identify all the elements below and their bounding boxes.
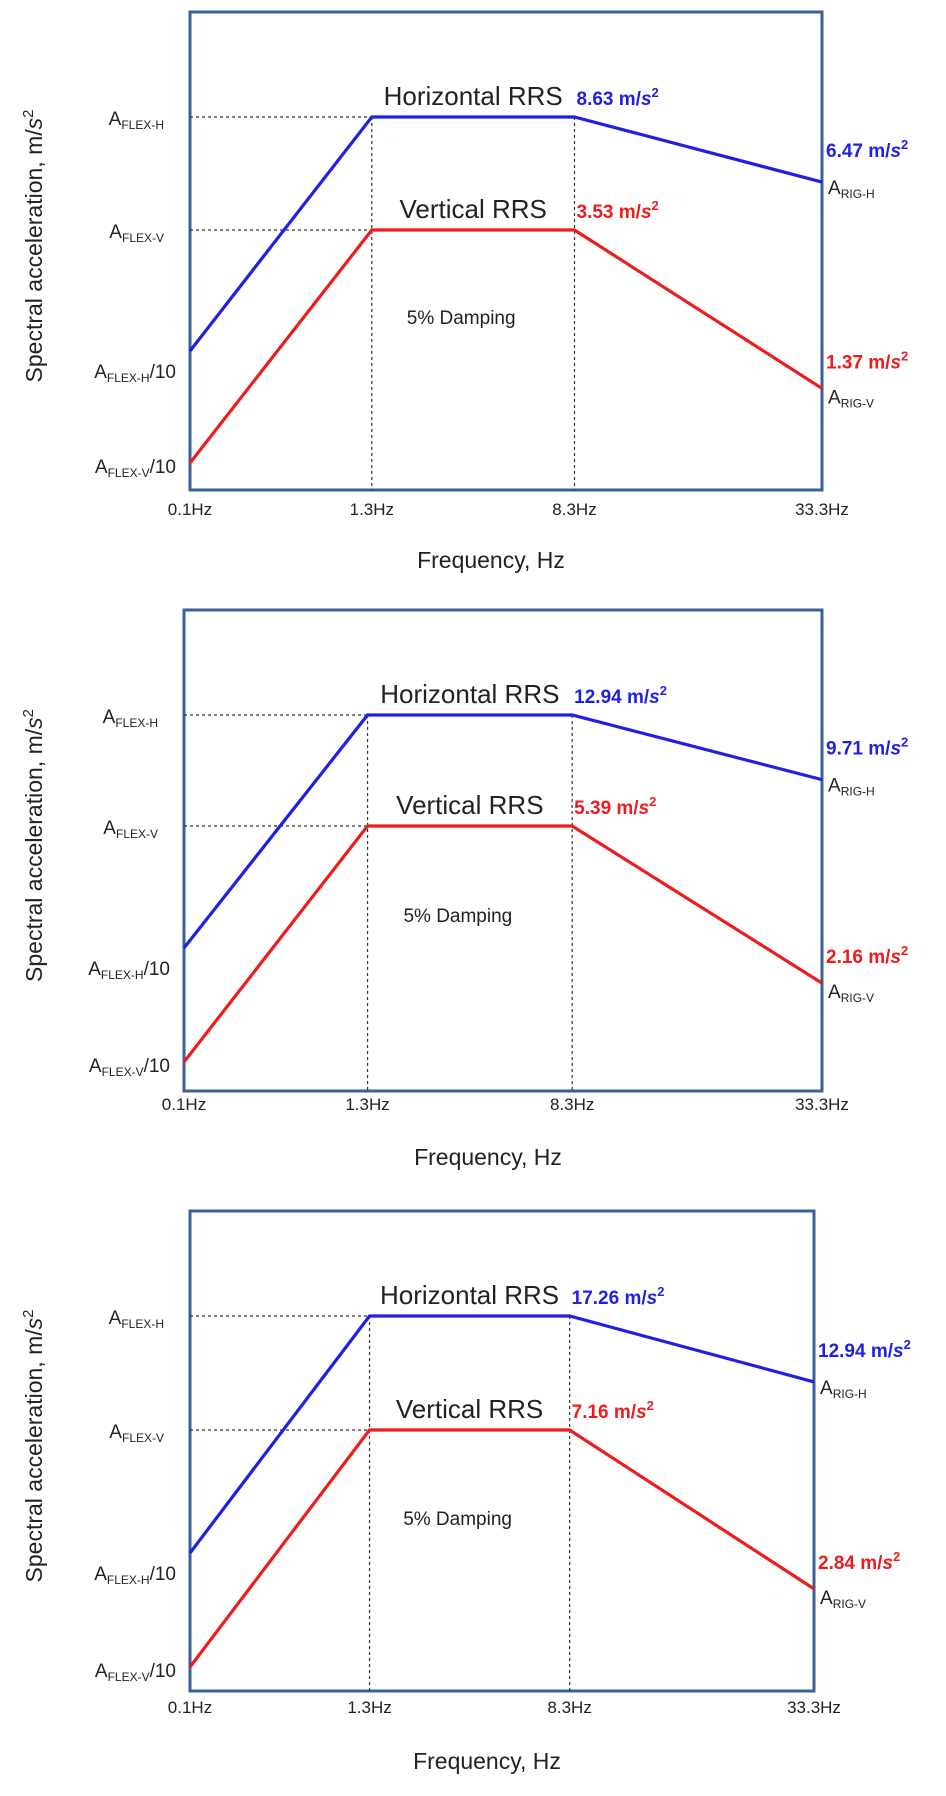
series-name-vertical: Vertical RRS (396, 790, 543, 820)
end-tag-horizontal: ARIG-H (828, 178, 875, 201)
end-label-vertical: 1.37 m/s2 (826, 348, 908, 373)
xtick-label: 33.3Hz (795, 500, 849, 519)
ytick-aflex-h-10: AFLEX-H/10 (94, 362, 176, 385)
end-label-horizontal: 9.71 m/s2 (826, 735, 908, 760)
y-axis-label: Spectral acceleration, m/s2 (20, 1310, 47, 1583)
y-axis-label: Spectral acceleration, m/s2 (20, 709, 47, 982)
ytick-aflex-v-10: AFLEX-V/10 (95, 457, 176, 480)
series-line-horizontal (188, 1314, 815, 1554)
xtick-label: 1.3Hz (347, 1698, 391, 1717)
series-line-horizontal (188, 115, 823, 352)
chart-panel-1: Horizontal RRS Vertical RRS 5% Damping 8.63… (20, 10, 908, 573)
peak-label-vertical: 3.53 m/s2 (577, 198, 659, 223)
xtick-label: 8.3Hz (547, 1698, 591, 1717)
ytick-aflex-h-10: AFLEX-H/10 (94, 1564, 176, 1587)
peak-label-horizontal: 8.63 m/s2 (577, 85, 659, 110)
end-tag-vertical: ARIG-V (820, 1588, 866, 1611)
chart-panel-2: Horizontal RRS Vertical RRS 5% Damping 12.9… (20, 608, 908, 1170)
end-tag-vertical: ARIG-V (828, 387, 874, 410)
plot-frame (188, 1209, 816, 1693)
x-axis-label: Frequency, Hz (413, 1748, 561, 1774)
ytick-aflex-v: AFLEX-V (109, 1422, 164, 1445)
end-label-horizontal: 6.47 m/s2 (826, 137, 908, 162)
chart-panel-3: Horizontal RRS Vertical RRS 5% Damping 17.2… (20, 1209, 911, 1774)
ytick-aflex-v: AFLEX-V (103, 818, 158, 841)
xtick-label: 33.3Hz (795, 1095, 849, 1114)
series-line-vertical (188, 1428, 815, 1668)
x-axis-label: Frequency, Hz (417, 547, 565, 573)
damping-annotation: 5% Damping (403, 906, 512, 927)
xtick-label: 0.1Hz (168, 500, 212, 519)
xtick-label: 1.3Hz (345, 1095, 389, 1114)
series-line-horizontal (182, 713, 823, 949)
peak-label-vertical: 7.16 m/s2 (572, 1398, 654, 1423)
series-name-horizontal: Horizontal RRS (380, 1280, 559, 1310)
peak-label-vertical: 5.39 m/s2 (574, 794, 656, 819)
ytick-aflex-h-10: AFLEX-H/10 (88, 959, 170, 982)
xtick-label: 0.1Hz (162, 1095, 206, 1114)
end-label-horizontal: 12.94 m/s2 (818, 1337, 911, 1362)
plot-frame (188, 10, 824, 492)
series-line-vertical (182, 824, 823, 1063)
ytick-aflex-v: AFLEX-V (109, 222, 164, 245)
plot-frame (182, 608, 824, 1093)
series-name-vertical: Vertical RRS (399, 194, 546, 224)
x-axis-label: Frequency, Hz (414, 1144, 562, 1170)
damping-annotation: 5% Damping (403, 1509, 512, 1530)
damping-annotation: 5% Damping (407, 308, 516, 329)
ytick-aflex-h: AFLEX-H (109, 1308, 164, 1331)
peak-label-horizontal: 17.26 m/s2 (572, 1284, 665, 1309)
series-name-horizontal: Horizontal RRS (384, 81, 563, 111)
ytick-aflex-v-10: AFLEX-V/10 (95, 1661, 176, 1684)
series-name-vertical: Vertical RRS (396, 1394, 543, 1424)
ytick-aflex-v-10: AFLEX-V/10 (89, 1056, 170, 1079)
xtick-label: 8.3Hz (550, 1095, 594, 1114)
series-name-horizontal: Horizontal RRS (380, 679, 559, 709)
end-tag-vertical: ARIG-V (828, 982, 874, 1005)
end-tag-horizontal: ARIG-H (820, 1378, 867, 1401)
series-line-vertical (188, 228, 823, 464)
y-axis-label: Spectral acceleration, m/s2 (20, 110, 47, 383)
peak-label-horizontal: 12.94 m/s2 (574, 683, 667, 708)
end-label-vertical: 2.16 m/s2 (826, 943, 908, 968)
ytick-aflex-h: AFLEX-H (109, 109, 164, 132)
ytick-aflex-h: AFLEX-H (103, 707, 158, 730)
xtick-label: 1.3Hz (350, 500, 394, 519)
xtick-label: 8.3Hz (552, 500, 596, 519)
xtick-label: 0.1Hz (168, 1698, 212, 1717)
end-label-vertical: 2.84 m/s2 (818, 1549, 900, 1574)
xtick-label: 33.3Hz (787, 1698, 841, 1717)
end-tag-horizontal: ARIG-H (828, 776, 875, 799)
